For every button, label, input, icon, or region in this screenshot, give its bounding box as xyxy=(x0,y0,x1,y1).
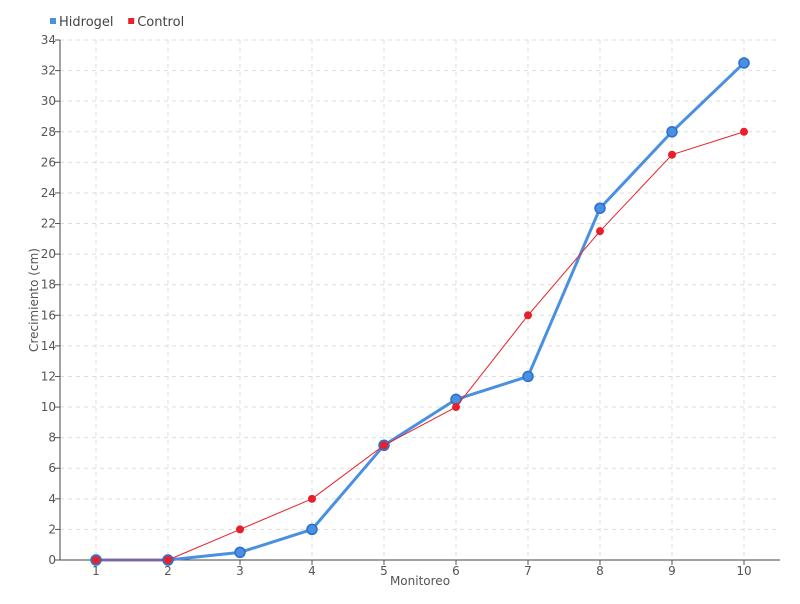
x-axis-title: Monitoreo xyxy=(390,574,450,588)
legend-swatch-control xyxy=(128,18,135,24)
x-tick-label: 5 xyxy=(380,564,388,578)
y-tick-label: 32 xyxy=(41,64,56,78)
data-point-control xyxy=(380,441,388,450)
x-tick-label: 8 xyxy=(596,564,604,578)
y-tick-label: 8 xyxy=(48,431,56,445)
series-line-control xyxy=(96,131,745,561)
data-point-hidrogel xyxy=(594,202,606,214)
data-point-control xyxy=(452,403,460,412)
y-tick-label: 6 xyxy=(48,461,56,475)
data-point-control xyxy=(596,227,604,236)
data-point-hidrogel xyxy=(234,546,246,559)
data-point-hidrogel xyxy=(738,57,750,69)
data-point-control xyxy=(308,494,316,503)
legend-swatch-hidrogel xyxy=(50,18,56,24)
series-line-hidrogel xyxy=(96,61,746,562)
x-tick-label: 1 xyxy=(92,564,100,578)
y-tick-label: 12 xyxy=(41,369,56,383)
legend-label-control: Control xyxy=(137,15,184,30)
data-point-hidrogel xyxy=(306,523,318,536)
data-point-control xyxy=(236,525,244,534)
y-tick-label: 22 xyxy=(41,217,56,231)
data-point-hidrogel xyxy=(666,126,678,138)
y-tick-label: 18 xyxy=(41,278,56,292)
data-point-control xyxy=(740,127,748,136)
data-point-control xyxy=(524,311,532,320)
x-tick-label: 3 xyxy=(236,564,244,578)
y-tick-label: 20 xyxy=(41,247,56,261)
y-tick-label: 34 xyxy=(41,33,56,47)
legend-label-hidrogel: Hidrogel xyxy=(59,15,114,30)
y-axis-title: Crecimiento (cm) xyxy=(27,248,41,352)
data-point-hidrogel xyxy=(522,370,534,383)
y-tick-label: 28 xyxy=(41,125,56,139)
x-tick-label: 6 xyxy=(452,564,460,578)
y-tick-label: 24 xyxy=(41,186,56,200)
y-tick-label: 16 xyxy=(41,308,56,322)
grid-layer xyxy=(60,39,780,560)
y-tick-label: 10 xyxy=(41,400,56,414)
x-tick-label: 2 xyxy=(164,564,172,578)
x-tick-label: 9 xyxy=(668,564,676,578)
data-point-control xyxy=(668,150,676,159)
legend: Hidrogel Control xyxy=(50,15,184,30)
x-tick-label: 7 xyxy=(524,564,532,578)
y-tick-label: 14 xyxy=(41,339,56,353)
y-tick-label: 4 xyxy=(48,492,56,506)
y-tick-label: 2 xyxy=(48,522,56,536)
x-tick-label: 10 xyxy=(736,564,751,578)
series-layer xyxy=(90,57,750,566)
x-tick-label: 4 xyxy=(308,564,316,578)
y-tick-label: 0 xyxy=(48,553,56,567)
data-point-control xyxy=(92,556,100,564)
y-tick-label: 30 xyxy=(41,94,56,108)
data-point-control xyxy=(164,556,172,564)
y-tick-label: 26 xyxy=(41,155,56,169)
